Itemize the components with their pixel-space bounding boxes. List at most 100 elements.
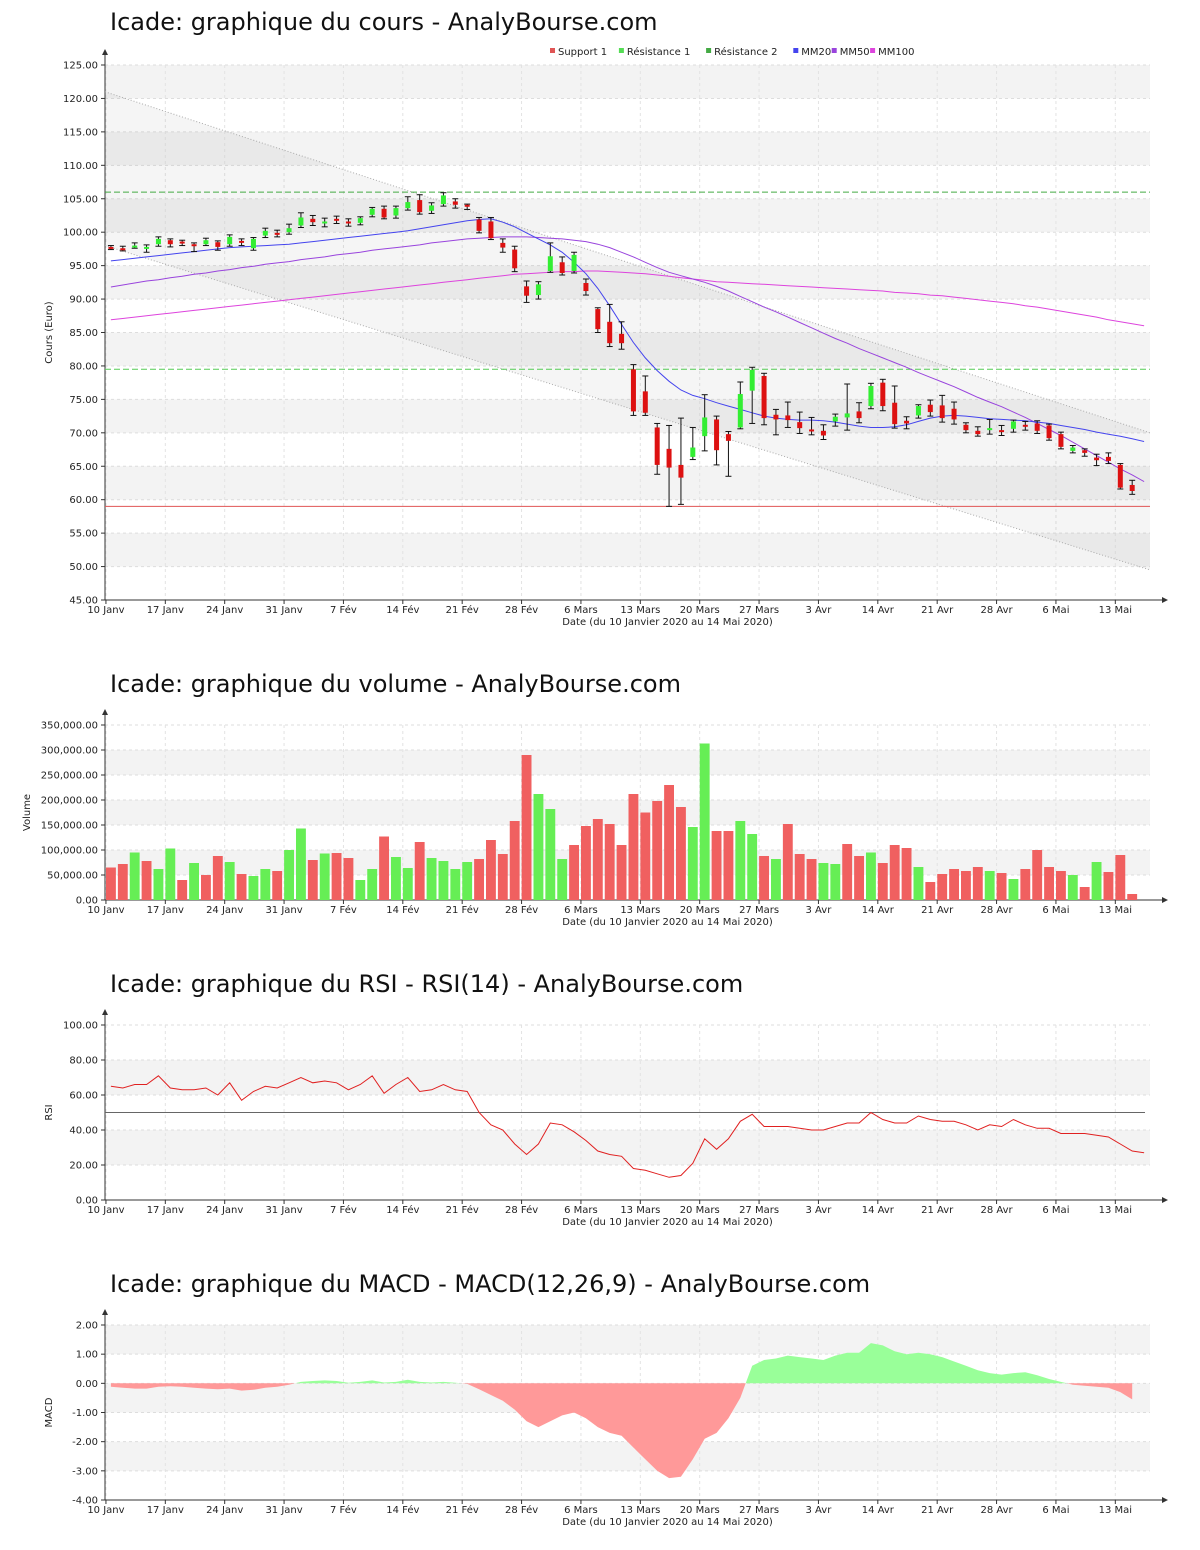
grid-band	[105, 800, 1150, 825]
x-tick-label: 24 Janv	[206, 905, 243, 916]
candle-body	[642, 391, 648, 413]
volume-bar	[569, 845, 579, 900]
x-tick-label: 3 Avr	[806, 1505, 833, 1516]
candle-body	[797, 422, 803, 429]
volume-bar	[260, 869, 271, 900]
x-tick-label: 28 Avr	[980, 605, 1013, 616]
volume-bar	[664, 785, 674, 900]
grid-band	[105, 750, 1150, 775]
y-tick-label: 45.00	[69, 596, 98, 607]
candle-body	[654, 427, 660, 465]
macd-chart-panel: Icade: graphique du MACD - MACD(12,26,9)…	[0, 1260, 1200, 1550]
volume-bar	[141, 861, 152, 900]
volume-bar	[248, 876, 259, 900]
volume-bar	[592, 819, 603, 900]
x-tick-label: 17 Janv	[147, 1205, 184, 1216]
volume-bar	[925, 882, 936, 900]
candle-body	[1129, 484, 1135, 491]
volume-bar	[984, 871, 995, 900]
x-tick-label: 3 Avr	[806, 605, 833, 616]
x-tick-label: 10 Janv	[87, 1205, 124, 1216]
x-tick-label: 6 Mai	[1042, 1205, 1069, 1216]
x-tick-label: 14 Avr	[862, 905, 895, 916]
y-axis-label: MACD	[44, 1397, 55, 1427]
candle-body	[429, 205, 435, 211]
volume-bar	[343, 858, 354, 900]
y-tick-label: 70.00	[69, 428, 98, 439]
x-tick-label: 31 Janv	[265, 905, 302, 916]
y-tick-label: 80.00	[69, 1056, 98, 1067]
candle-body	[868, 386, 874, 407]
volume-bar	[414, 842, 425, 900]
volume-bar	[355, 880, 366, 900]
y-tick-label: -4.00	[72, 1496, 98, 1507]
x-axis-arrow	[1162, 1197, 1168, 1203]
x-tick-label: 21 Fév	[446, 1204, 479, 1216]
x-tick-label: 21 Avr	[921, 605, 954, 616]
candle-body	[108, 246, 114, 249]
candle-body	[761, 375, 767, 419]
candle-body	[488, 221, 494, 239]
candle-body	[1058, 434, 1064, 447]
grid-band	[105, 1130, 1150, 1165]
macd-chart-title: Icade: graphique du MACD - MACD(12,26,9)…	[110, 1270, 871, 1298]
y-tick-label: 95.00	[69, 261, 98, 272]
candle-body	[369, 208, 375, 215]
channel-upper-line	[104, 91, 1151, 434]
candle-body	[666, 448, 672, 468]
macd-positive-area	[295, 1379, 462, 1384]
x-tick-label: 13 Mars	[620, 1505, 660, 1516]
candle-body	[702, 417, 708, 437]
legend-label: Résistance 2	[714, 46, 777, 58]
candle-body	[1046, 425, 1052, 439]
candle-body	[452, 201, 458, 205]
candle-body	[856, 411, 862, 419]
legend-swatch	[793, 48, 799, 53]
candle-body	[155, 238, 161, 245]
y-tick-label: 85.00	[69, 328, 98, 339]
candle-body	[1010, 421, 1016, 429]
legend-swatch	[618, 48, 624, 53]
volume-bar	[818, 863, 829, 900]
volume-bar	[1079, 887, 1090, 900]
volume-bar	[771, 859, 781, 900]
volume-bar	[402, 868, 413, 900]
volume-bar	[652, 801, 663, 900]
candle-body	[381, 208, 387, 218]
x-axis-label: Date (du 10 Janvier 2020 au 14 Mai 2020)	[562, 1517, 773, 1528]
volume-bar	[1067, 875, 1078, 900]
y-tick-label: 100.00	[63, 228, 98, 239]
volume-bar	[201, 875, 211, 900]
candle-body	[880, 382, 886, 407]
price-chart-panel: Icade: graphique du cours - AnalyBourse.…	[0, 0, 1200, 640]
volume-bar	[628, 794, 639, 900]
candle-body	[440, 195, 446, 205]
y-tick-label: 1.00	[76, 1350, 98, 1361]
volume-bar	[581, 826, 591, 900]
candle-body	[203, 240, 209, 245]
volume-bar	[759, 856, 769, 900]
grid-band	[105, 1060, 1150, 1095]
volume-bar	[117, 864, 128, 900]
candle-body	[179, 241, 185, 244]
volume-bar	[557, 859, 568, 900]
volume-bar	[106, 867, 116, 900]
x-tick-label: 13 Mai	[1099, 1205, 1132, 1216]
legend-label: MM20	[801, 47, 831, 58]
x-tick-label: 21 Avr	[921, 1505, 954, 1516]
volume-bar	[949, 869, 959, 900]
candle-body	[630, 369, 636, 412]
candle-body	[464, 204, 470, 207]
y-tick-label: 200,000.00	[41, 796, 98, 807]
volume-bar	[901, 848, 912, 900]
y-axis-arrow	[102, 1309, 108, 1315]
volume-bar	[272, 871, 283, 900]
x-tick-label: 14 Fév	[386, 604, 419, 616]
volume-bar	[687, 827, 698, 900]
legend-swatch	[831, 48, 837, 53]
y-tick-label: 60.00	[69, 495, 98, 506]
candle-body	[405, 202, 411, 209]
candle-body	[725, 434, 731, 441]
y-axis-label: RSI	[44, 1104, 55, 1120]
x-tick-label: 6 Mars	[564, 605, 598, 616]
